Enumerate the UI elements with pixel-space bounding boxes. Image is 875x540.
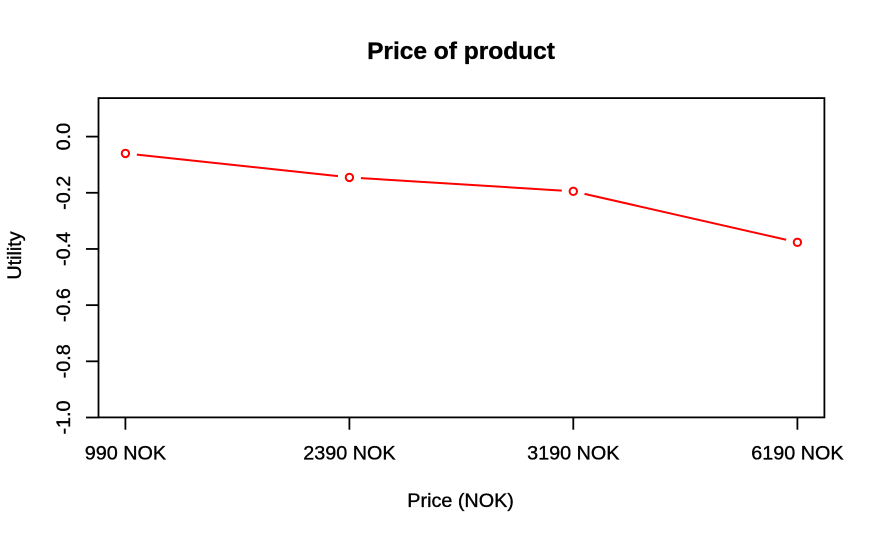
svg-text:-0.6: -0.6 bbox=[53, 288, 75, 322]
svg-text:Utility: Utility bbox=[4, 231, 26, 279]
svg-text:Price (NOK): Price (NOK) bbox=[407, 490, 514, 512]
svg-text:-0.4: -0.4 bbox=[53, 232, 75, 266]
svg-text:0.0: 0.0 bbox=[53, 123, 75, 151]
svg-text:2390 NOK: 2390 NOK bbox=[303, 442, 395, 464]
svg-text:-0.8: -0.8 bbox=[53, 344, 75, 378]
svg-text:6190 NOK: 6190 NOK bbox=[751, 442, 843, 464]
svg-text:990 NOK: 990 NOK bbox=[85, 442, 166, 464]
svg-text:-0.2: -0.2 bbox=[53, 176, 75, 210]
svg-text:-1.0: -1.0 bbox=[53, 400, 75, 434]
svg-text:3190 NOK: 3190 NOK bbox=[527, 442, 619, 464]
svg-text:Price of product: Price of product bbox=[367, 38, 555, 65]
